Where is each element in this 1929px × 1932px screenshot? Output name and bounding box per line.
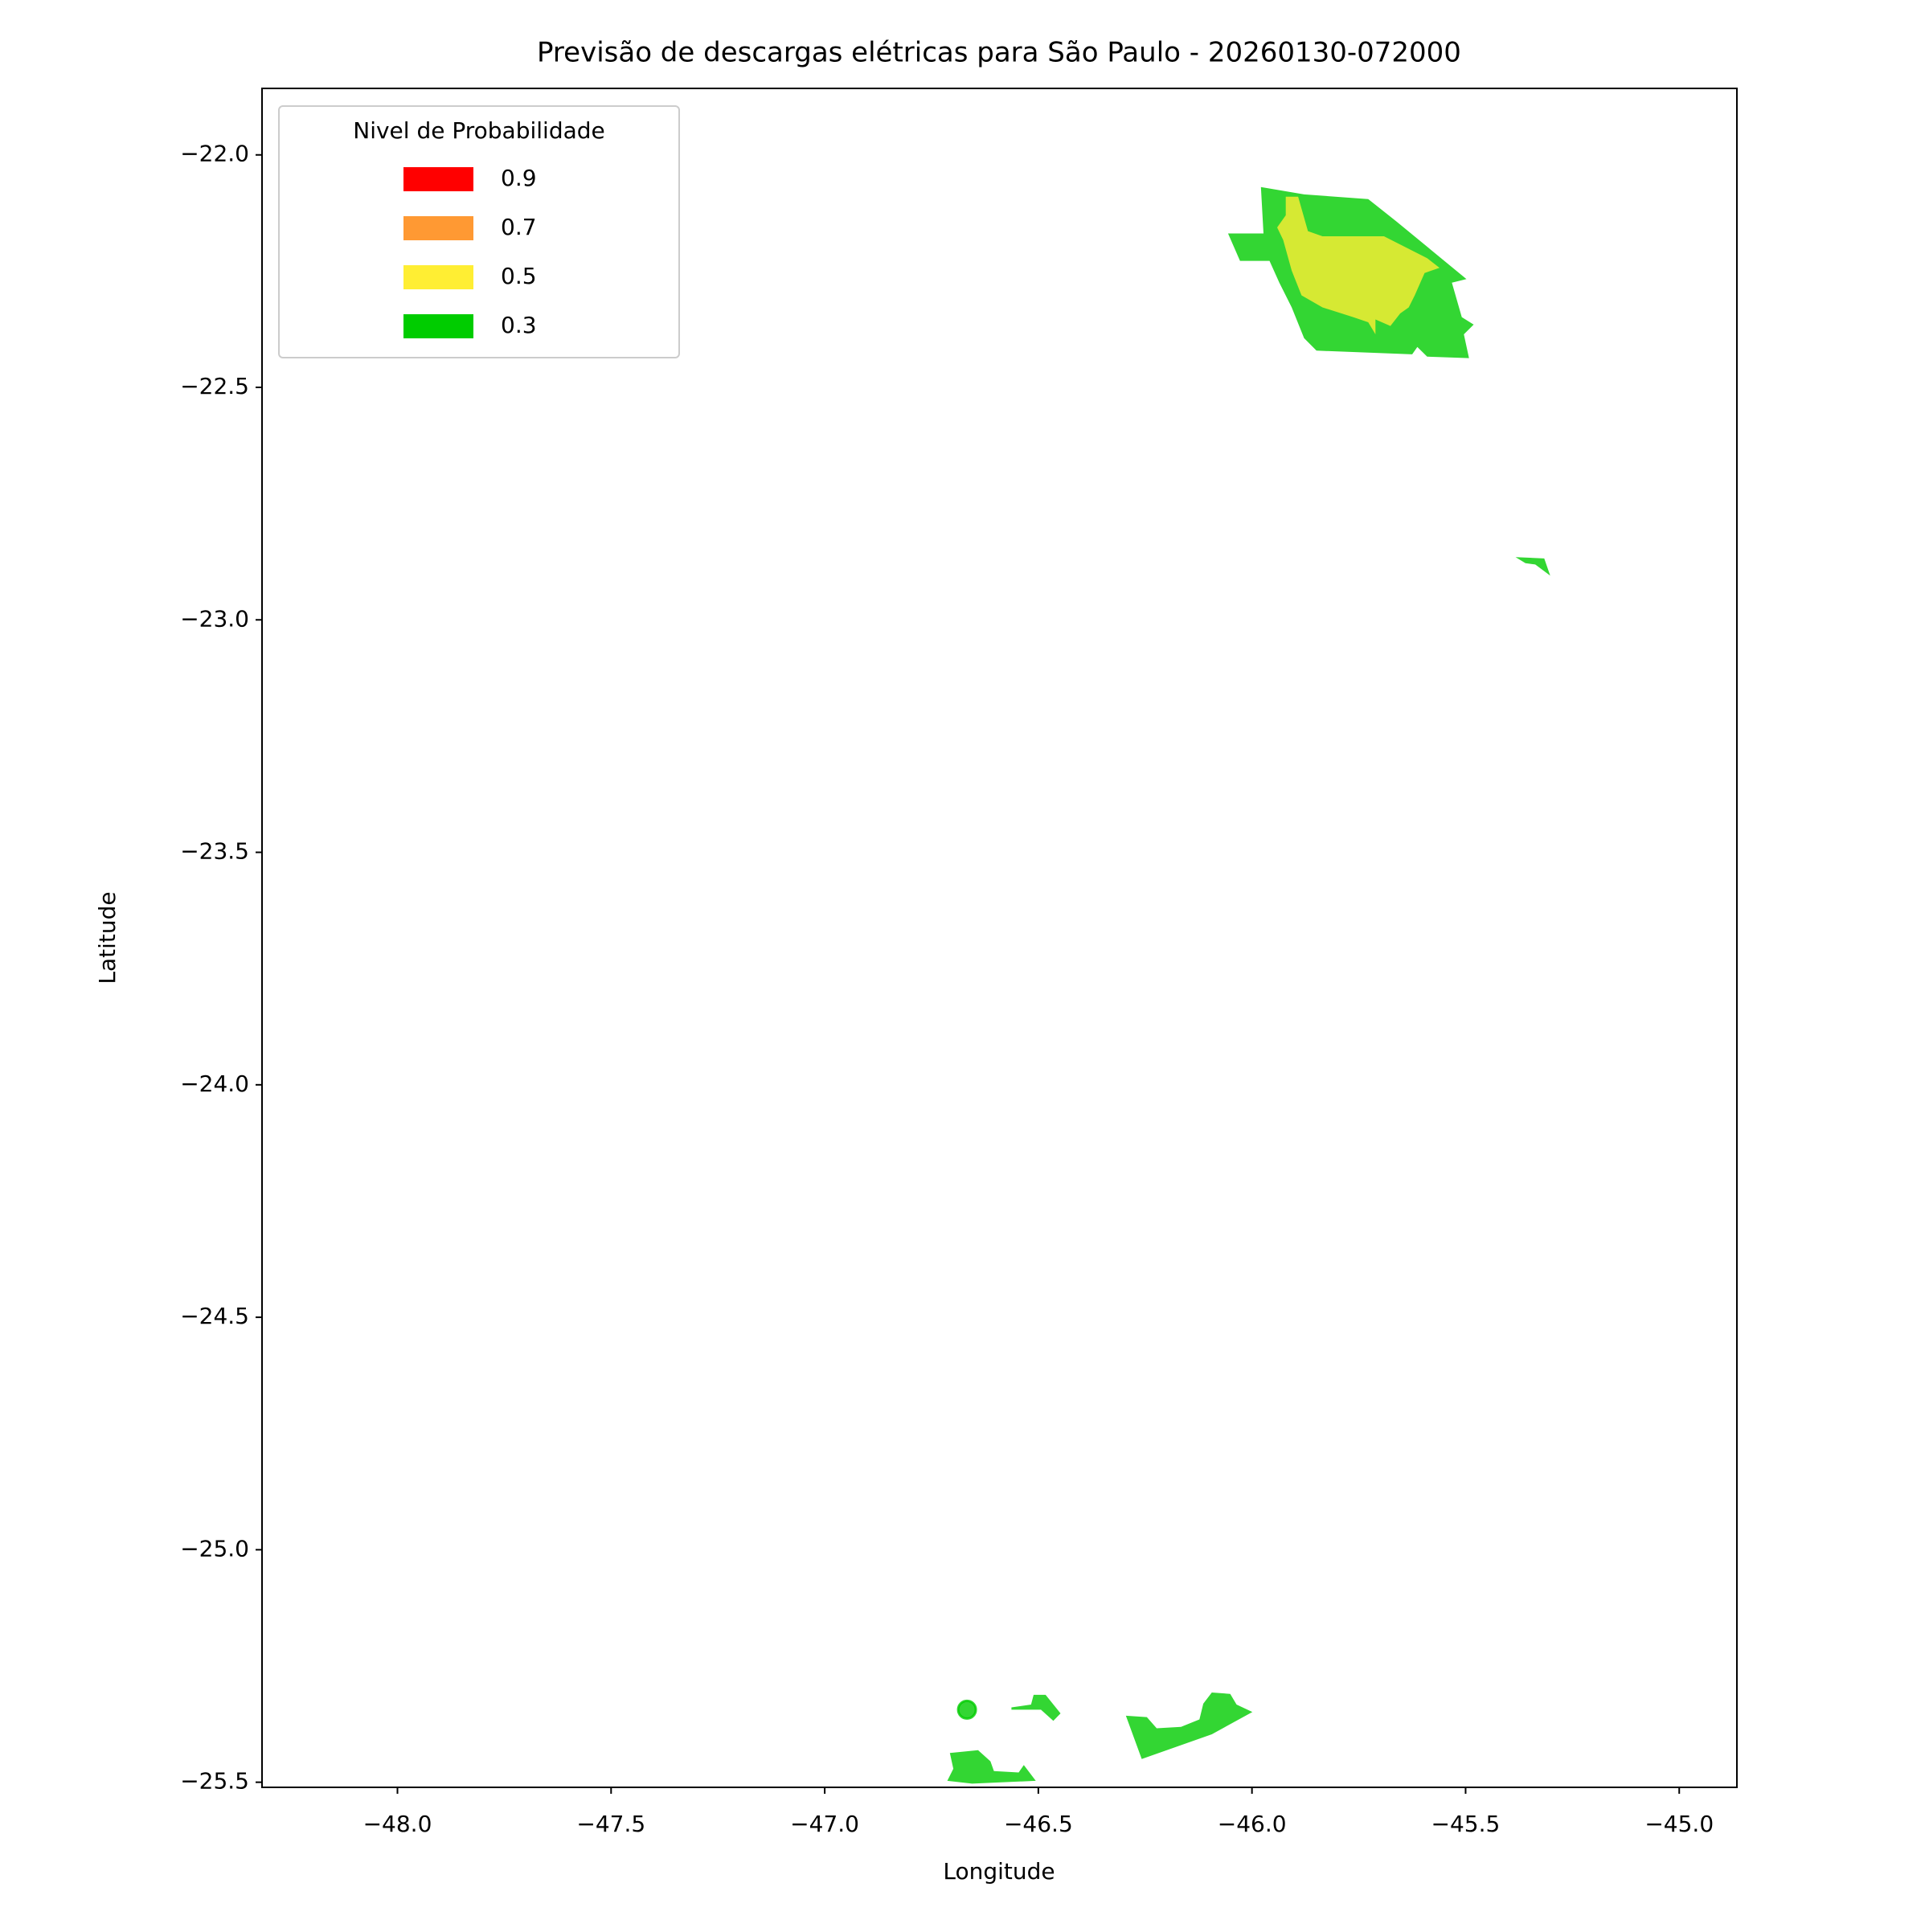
x-axis-label: Longitude xyxy=(943,1858,1055,1885)
region xyxy=(947,1750,1036,1784)
legend-label: 0.9 xyxy=(501,165,537,191)
y-tick-label: −24.0 xyxy=(180,1070,249,1097)
region xyxy=(1011,1694,1061,1721)
region-point xyxy=(956,1699,977,1720)
regions xyxy=(947,186,1550,1784)
legend-swatch xyxy=(403,314,473,338)
y-tick-label: −23.0 xyxy=(180,605,249,632)
chart-title: Previsão de descargas elétricas para São… xyxy=(537,37,1461,69)
x-tick-label: −46.5 xyxy=(1004,1811,1073,1837)
legend: Nivel de Probabilidade 0.9 0.7 0.5 0.3 xyxy=(278,105,680,358)
y-tick-label: −22.5 xyxy=(180,373,249,399)
plot-frame xyxy=(261,88,1738,1788)
y-axis-label: Latitude xyxy=(94,891,121,984)
legend-swatch xyxy=(403,167,473,191)
legend-swatch xyxy=(403,216,473,240)
y-tick-label: −25.0 xyxy=(180,1535,249,1562)
x-tick-label: −48.0 xyxy=(363,1811,432,1837)
region xyxy=(1125,1693,1253,1759)
legend-box xyxy=(278,105,680,358)
y-tick-label: −22.0 xyxy=(180,141,249,167)
legend-swatch xyxy=(403,265,473,289)
legend-label: 0.3 xyxy=(501,312,537,338)
x-tick-label: −47.5 xyxy=(576,1811,645,1837)
y-tick-label: −25.5 xyxy=(180,1768,249,1795)
legend-label: 0.5 xyxy=(501,263,537,289)
legend-label: 0.7 xyxy=(501,214,537,240)
legend-title: Nivel de Probabilidade xyxy=(353,117,605,144)
region xyxy=(1277,196,1440,334)
x-tick-label: −45.5 xyxy=(1431,1811,1501,1837)
y-tick-label: −24.5 xyxy=(180,1303,249,1329)
x-tick-label: −47.0 xyxy=(790,1811,859,1837)
x-tick-label: −46.0 xyxy=(1218,1811,1287,1837)
x-tick-label: −45.0 xyxy=(1644,1811,1714,1837)
y-tick-label: −23.5 xyxy=(180,838,249,865)
region xyxy=(1515,557,1550,576)
